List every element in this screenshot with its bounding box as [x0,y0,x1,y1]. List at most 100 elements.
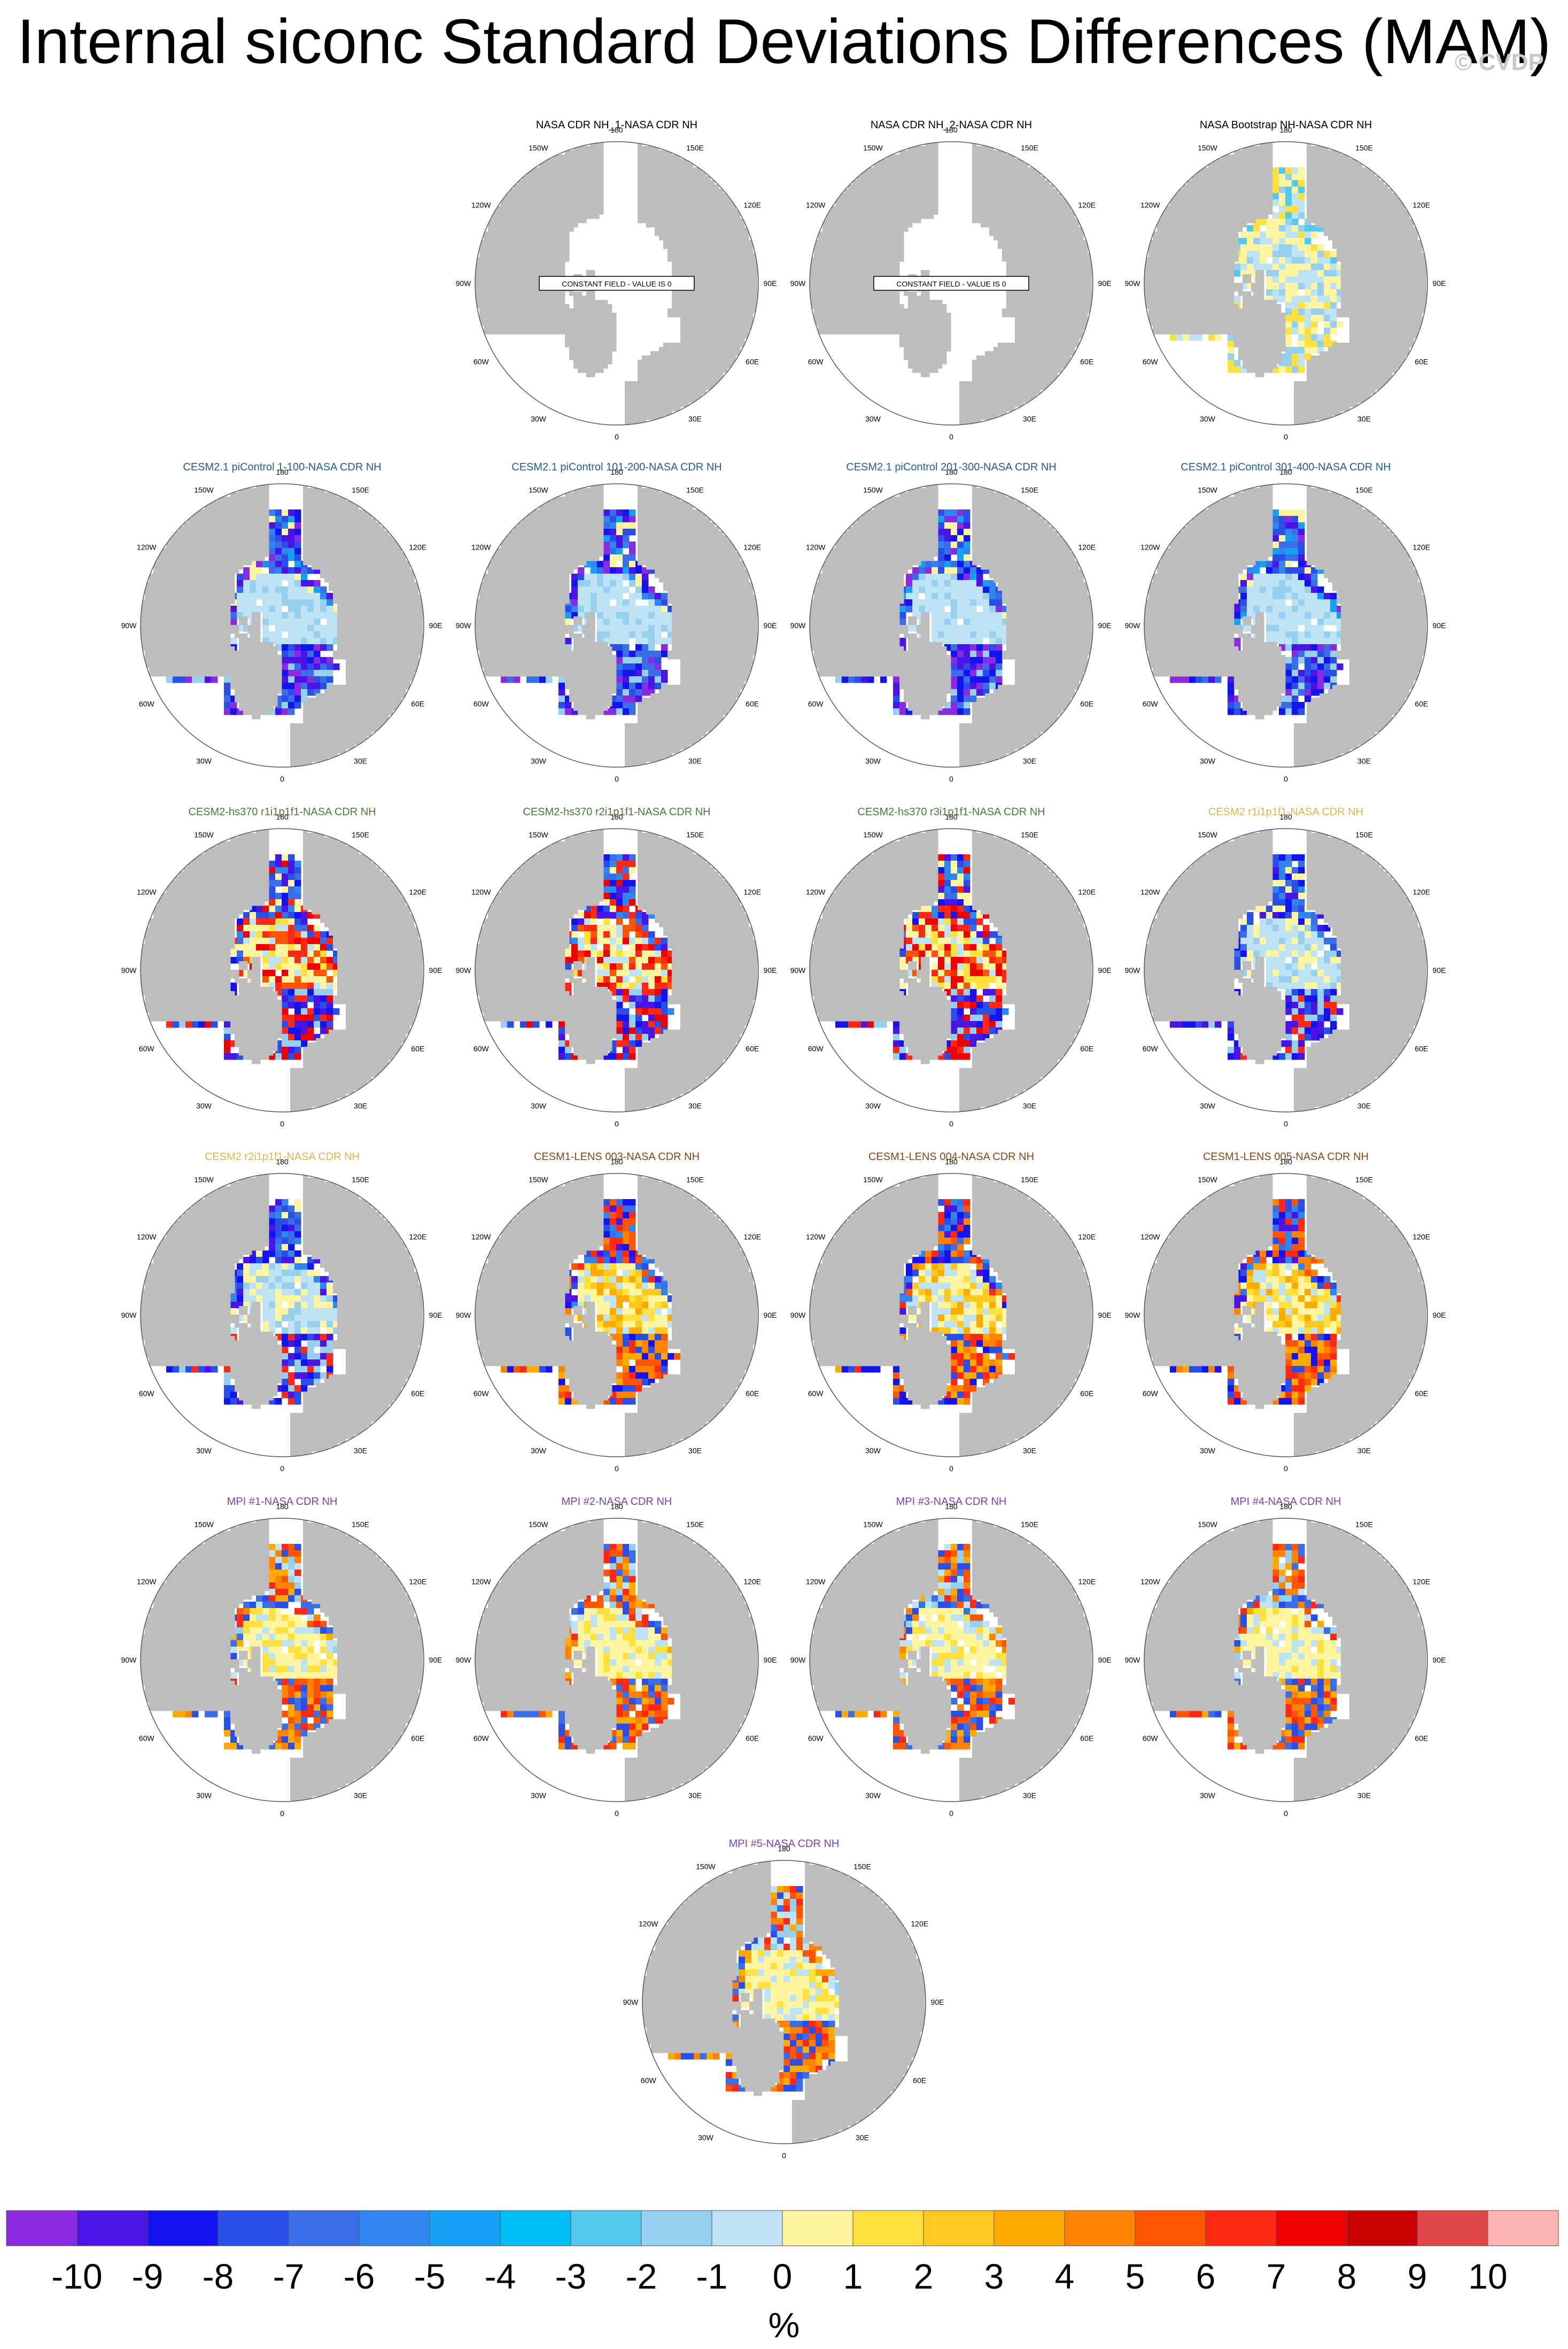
longitude-label: 90E [764,1656,777,1664]
longitude-label: 150E [352,830,369,839]
longitude-label: 150E [1355,485,1373,494]
panel-title: MPI #5-NASA CDR NH [729,1838,840,1850]
longitude-label: 30W [865,757,881,766]
cvdp-watermark: © CVDP [1455,49,1544,76]
longitude-label: 180 [945,1157,958,1166]
longitude-label: 60E [1080,1045,1093,1053]
longitude-label: 60W [139,1734,155,1743]
colorbar-swatch [218,2210,289,2246]
longitude-label: 30E [1357,1447,1371,1455]
longitude-label: 90W [121,1656,137,1664]
longitude-label: 120W [1140,1578,1160,1586]
longitude-label: 150W [194,485,214,494]
longitude-label: 90E [1098,279,1112,288]
longitude-label: 30W [531,415,547,423]
panel-title: MPI #2-NASA CDR NH [562,1496,672,1508]
colorbar-tick-label: -5 [414,2257,446,2296]
longitude-label: 30E [688,757,702,766]
panel-title: CESM2.1 piControl 301-400-NASA CDR NH [1181,461,1391,473]
longitude-label: 120E [743,888,761,897]
longitude-label: 30W [531,1791,547,1800]
longitude-label: 120E [1412,1578,1430,1586]
longitude-label: 60W [808,1734,824,1743]
longitude-label: 180 [1279,1157,1292,1166]
longitude-label: 60E [1415,1389,1428,1398]
longitude-label: 60W [1143,1389,1159,1398]
longitude-label: 0 [1284,775,1288,783]
longitude-label: 60W [473,700,490,708]
colorbar-swatch [782,2210,853,2246]
colorbar-swatch [429,2210,501,2246]
longitude-label: 150E [352,1520,369,1528]
longitude-label: 60W [139,1045,155,1053]
longitude-label: 30E [1023,1791,1036,1800]
longitude-label: 60E [1415,1045,1428,1053]
colorbar-swatch [500,2210,571,2246]
longitude-label: 0 [1284,1809,1288,1818]
longitude-label: 150W [529,830,548,839]
longitude-label: 30W [1200,1791,1216,1800]
longitude-label: 30W [196,1447,212,1455]
longitude-label: 30W [865,1791,881,1800]
panel-title: CESM2 r2i1p1f1-NASA CDR NH [205,1151,360,1163]
panel-title: CESM1-LENS 005-NASA CDR NH [1203,1151,1369,1163]
longitude-label: 90W [1125,279,1141,288]
colorbar-swatch [288,2210,360,2246]
longitude-label: 120E [1078,201,1096,210]
longitude-label: 150E [853,1862,871,1871]
longitude-label: 150E [686,830,704,839]
map-panel: CESM2.1 piControl 301-400-NASA CDR NH180… [1125,461,1446,783]
longitude-label: 150W [1198,1175,1217,1184]
colorbar-swatch [1276,2210,1347,2246]
longitude-label: 30W [1200,1102,1216,1110]
panel-title: CESM2-hs370 r3i1p1f1-NASA CDR NH [857,806,1045,818]
longitude-label: 90W [456,966,472,975]
colorbar-swatch [1064,2210,1136,2246]
longitude-label: 90E [429,966,443,975]
longitude-label: 120E [1412,201,1430,210]
panel-title: CESM2 r1i1p1f1-NASA CDR NH [1208,806,1363,818]
longitude-label: 90E [429,621,443,630]
longitude-label: 90E [931,1998,944,2006]
longitude-label: 90W [790,279,806,288]
colorbar-tick-label: 7 [1267,2257,1286,2296]
longitude-label: 30E [1357,415,1371,423]
longitude-label: 150W [529,1520,548,1528]
longitude-label: 90E [1098,621,1112,630]
colorbar-tick-label: 2 [914,2257,934,2296]
longitude-label: 150W [1198,1520,1217,1528]
colorbar-tick-label: 0 [773,2257,793,2296]
longitude-label: 120E [1078,543,1096,552]
colorbar-swatch [993,2210,1065,2246]
longitude-label: 0 [615,1464,619,1473]
panel-title: CESM2.1 piControl 1-100-NASA CDR NH [183,461,381,473]
longitude-label: 180 [276,1502,289,1511]
longitude-label: 120W [137,888,157,897]
longitude-label: 150E [686,143,704,152]
longitude-label: 60W [808,1045,824,1053]
longitude-label: 150E [1021,143,1038,152]
longitude-label: 180 [610,126,623,134]
longitude-label: 120E [409,1578,426,1586]
longitude-label: 90W [456,1311,472,1319]
longitude-label: 90E [1433,279,1446,288]
longitude-label: 120W [1140,201,1160,210]
colorbar-swatch [852,2210,924,2246]
longitude-label: 120E [911,1920,928,1928]
colorbar-swatch [359,2210,430,2246]
longitude-label: 90W [456,279,472,288]
longitude-label: 150W [529,485,548,494]
colorbar-tick-label: 5 [1125,2257,1145,2296]
longitude-label: 150W [863,1520,883,1528]
longitude-label: 60W [641,2076,657,2085]
panel-title: NASA CDR NH_2-NASA CDR NH [871,119,1032,131]
longitude-label: 0 [949,775,953,783]
longitude-label: 90W [456,1656,472,1664]
